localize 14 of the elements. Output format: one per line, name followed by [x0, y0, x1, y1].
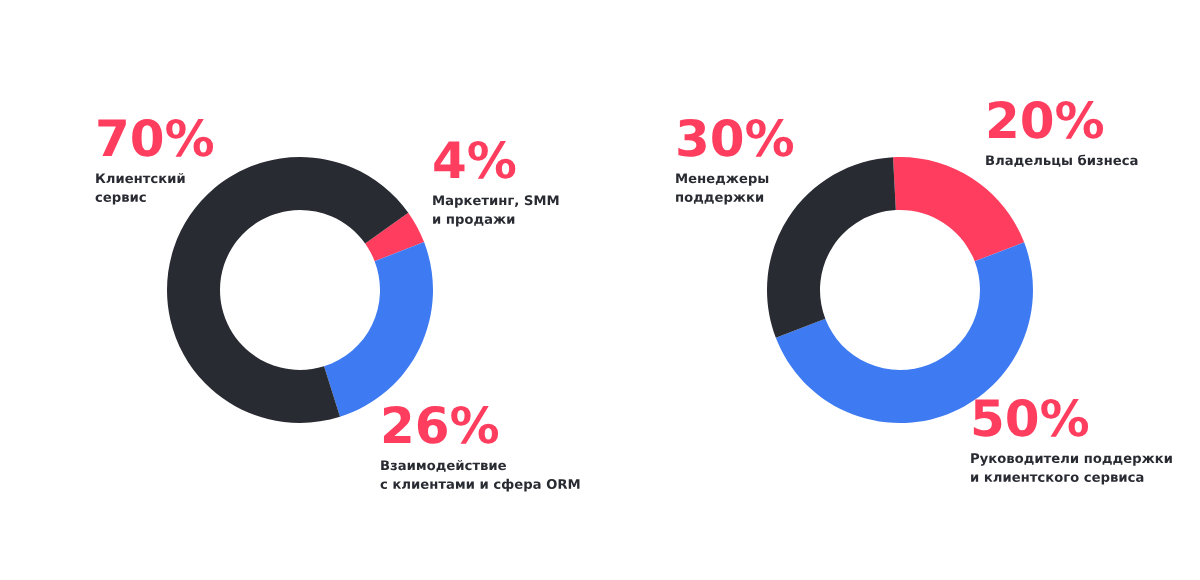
slice-label: Маркетинг, SMM и продажи [433, 195, 559, 227]
slice-label: Взаимодействие с клиентами и сфера ORM [380, 459, 580, 492]
donut-slice [767, 157, 896, 338]
donut-slice [365, 212, 425, 262]
data-label: 4% [434, 140, 516, 179]
slice-label: Клиентский сервис [95, 172, 185, 205]
data-label: 30% [678, 118, 794, 157]
slice-label: Владельцы бизнеса [986, 154, 1138, 167]
data-label: 50% [973, 398, 1089, 437]
data-label: 26% [383, 405, 499, 444]
data-label: 70% [98, 118, 214, 157]
slice-label: Менеджеры поддержки [676, 173, 769, 205]
data-label: 20% [988, 100, 1104, 139]
slice-label: Руководители поддержки и клиентского сервиса [971, 453, 1172, 485]
